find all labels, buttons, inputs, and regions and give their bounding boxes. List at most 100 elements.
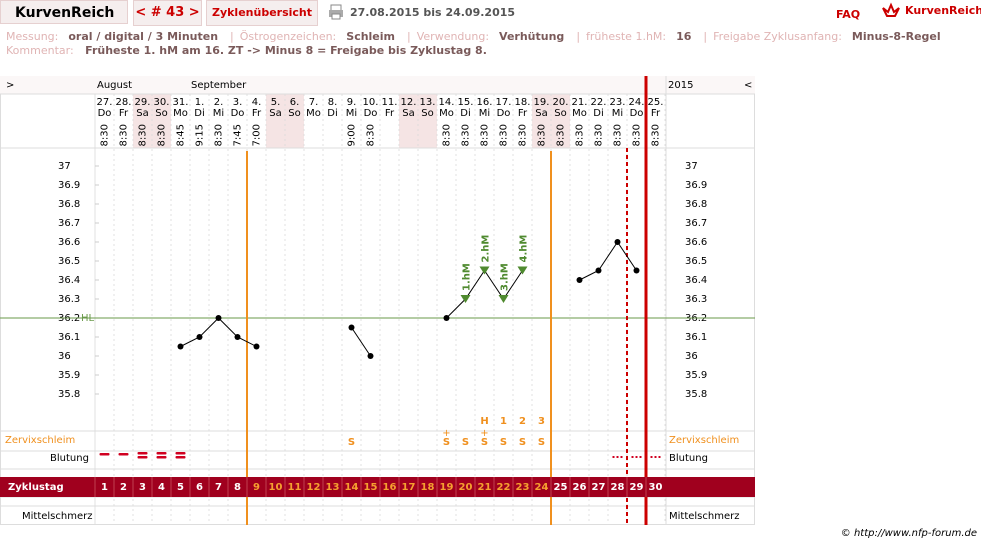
y-tick-label: 36.7	[58, 218, 80, 229]
weekday-label: Do	[231, 108, 245, 119]
weekday-label: Fr	[119, 108, 129, 119]
weekday-label: Fr	[252, 108, 262, 119]
y-tick-label: 36.8	[58, 199, 80, 210]
date-label: 7.	[309, 97, 319, 108]
hm-marker	[517, 266, 528, 275]
row-label: Mittelschmerz	[22, 511, 92, 522]
cervix-mark: S	[462, 437, 469, 448]
date-label: 25.	[648, 97, 664, 108]
weekday-label: Do	[630, 108, 644, 119]
cervix-plus: +	[480, 428, 488, 439]
y-tick-label: 36.9	[58, 180, 80, 191]
print-icon[interactable]	[328, 4, 344, 20]
date-label: 17.	[496, 97, 512, 108]
temperature-line	[579, 241, 637, 281]
time-label: 8:30	[651, 124, 662, 146]
cycle-day: 30	[649, 482, 663, 493]
y-tick-label: 35.9	[685, 370, 707, 381]
cycle-day: 3	[139, 482, 146, 493]
y-tick-label: 35.8	[685, 389, 707, 400]
temperature-point	[614, 239, 621, 245]
date-label: 4.	[252, 97, 262, 108]
comment: Früheste 1. hM am 16. ZT -> Minus 8 = Fr…	[85, 44, 487, 57]
info-label: Freigabe Zyklusanfang:	[713, 30, 842, 43]
weekend-shade	[532, 94, 551, 148]
date-label: 8.	[328, 97, 338, 108]
y-tick-label: 36.7	[685, 218, 707, 229]
cervix-mark: S	[519, 437, 526, 448]
cervix-mark: S	[500, 437, 507, 448]
y-tick-label: 36.9	[685, 180, 707, 191]
cycle-day: 19	[440, 482, 454, 493]
y-tick-label: 37	[58, 161, 71, 172]
date-label: 19.	[534, 97, 550, 108]
bleeding-mark	[156, 452, 167, 455]
y-tick-label: 36.5	[685, 256, 707, 267]
cycle-bar	[0, 477, 755, 497]
weekend-shade	[152, 94, 171, 148]
date-label: 3.	[233, 97, 243, 108]
cycle-day: 29	[630, 482, 644, 493]
temperature-point	[367, 353, 374, 359]
time-label: 8:30	[613, 124, 624, 146]
date-label: 27.	[97, 97, 113, 108]
time-label: 7:45	[233, 124, 244, 146]
temperature-point	[253, 343, 260, 350]
cycle-day: 8	[234, 482, 241, 493]
cycle-day: 22	[497, 482, 511, 493]
cycle-day: 23	[516, 482, 530, 493]
y-tick-label: 36.6	[685, 237, 707, 248]
info-value: Schleim	[346, 30, 396, 43]
info-label: Östrogenzeichen:	[239, 30, 337, 43]
weekday-label: Fr	[518, 108, 528, 119]
weekday-label: Mo	[439, 108, 454, 119]
time-label: 8:30	[499, 124, 510, 146]
footer: © http://www.nfp-forum.de	[840, 528, 977, 539]
info-value: 16	[676, 30, 692, 43]
weekend-shade	[551, 94, 570, 148]
cycle-day: 11	[288, 482, 302, 493]
frame	[0, 76, 755, 525]
brand-icon	[882, 2, 900, 17]
date-label: 30.	[154, 97, 170, 108]
cycle-day: 7	[215, 482, 222, 493]
cycle-day: 24	[535, 482, 549, 493]
chart: > <August September 201527.Do8:3028.Fr8:302…	[0, 76, 755, 525]
overview-link[interactable]: Zyklenübersicht	[206, 0, 318, 26]
cycle-day: 6	[196, 482, 203, 493]
y-tick-label: 36	[58, 351, 71, 362]
weekday-label: Sa	[136, 108, 148, 119]
time-label: 9:15	[195, 124, 206, 146]
cervix-mark: S	[348, 437, 355, 448]
bleeding-mark	[137, 456, 148, 459]
weekday-label: So	[421, 108, 433, 119]
nav-right: <	[744, 80, 752, 91]
time-label: 8:30	[480, 124, 491, 146]
year-label: 2015	[668, 80, 693, 91]
cycle-nav[interactable]: < # 43 >	[133, 0, 202, 26]
month-label: August	[97, 80, 132, 91]
weekday-label: Mi	[479, 108, 490, 119]
cycle-day: 13	[326, 482, 340, 493]
cervix-plus: +	[442, 428, 450, 439]
y-tick-label: 36.6	[58, 237, 80, 248]
time-label: 8:30	[556, 124, 567, 146]
hm-label: 2.hM	[481, 235, 492, 263]
hm-label: 4.hM	[519, 235, 530, 263]
weekday-label: Mi	[213, 108, 224, 119]
weekday-label: Di	[593, 108, 603, 119]
weekday-label: Sa	[402, 108, 414, 119]
temperature-point	[234, 334, 241, 340]
faq-link[interactable]: FAQ	[836, 8, 861, 21]
date-label: 10.	[363, 97, 379, 108]
time-label: 8:30	[366, 124, 377, 146]
bleeding-mark	[137, 452, 148, 455]
row-label: Blutung	[50, 453, 89, 464]
date-label: 24.	[629, 97, 645, 108]
time-label: 8:30	[119, 124, 130, 146]
row-label: Zervixschleim	[669, 435, 739, 446]
weekday-label: So	[554, 108, 566, 119]
cycle-day: 25	[554, 482, 568, 493]
separator: |	[576, 30, 581, 43]
weekday-label: Do	[364, 108, 378, 119]
